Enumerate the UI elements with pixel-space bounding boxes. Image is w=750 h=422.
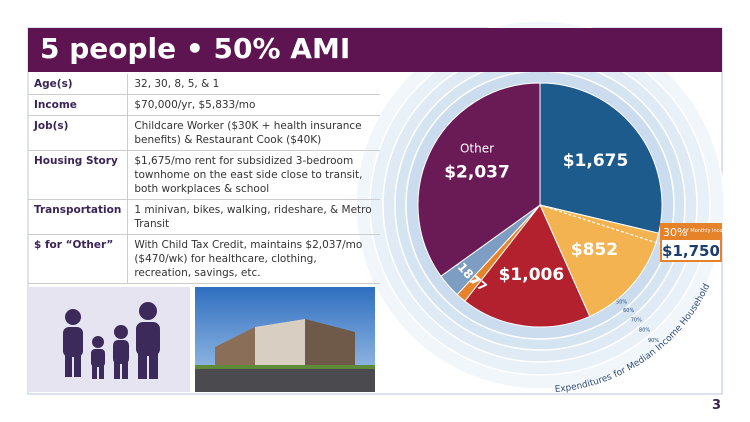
row-label: Job(s) [28,115,129,151]
row-label: Income [28,94,129,116]
callout-label: 30% [663,226,687,239]
table-row: $ for “Other” With Child Tax Credit, main… [28,234,380,284]
slice-label: $2,037 [444,163,510,183]
slice-name: Other [460,142,494,156]
ring-label: 90% [648,338,659,344]
table-row: Transportation 1 minivan, bikes, walking,… [28,199,380,235]
title: 5 people • 50% AMI [40,32,351,65]
pie-slice [539,82,663,234]
pie-slice [464,204,591,328]
row-label: Age(s) [28,74,129,95]
table: Age(s) 32, 30, 8, 5, & 1 Income $70,000/yr,… [28,74,380,284]
row-label: Housing Story [28,150,129,200]
slice-label: $1,675 [563,151,629,171]
slice-label: $1,006 [499,265,565,285]
row-value: 1 minivan, bikes, walking, rideshare, & … [127,199,380,235]
photo [195,287,375,392]
header: 5 people • 50% AMI [28,28,722,72]
callout-value: $1,750 [662,242,720,260]
row-value: With Child Tax Credit, maintains $2,037/… [127,234,380,284]
ring-label: 70% [631,317,642,323]
row-value: $1,675/mo rent for subsidized 3-bedroom … [127,150,380,200]
table-row: Income $70,000/yr, $5,833/mo [28,94,380,116]
callout: 30% of Monthly Income $1,750 [660,223,730,262]
row-value: 32, 30, 8, 5, & 1 [127,74,380,95]
row-value: Childcare Worker ($30K + health insuranc… [127,115,380,151]
row-label: Transportation [28,199,129,235]
callout-text: of Monthly Income [684,228,730,234]
page-number: 3 [712,398,722,413]
ring-label: 80% [639,327,650,333]
slice-label: $852 [571,240,618,260]
pie-slice [539,204,660,318]
table-row: Age(s) 32, 30, 8, 5, & 1 [28,74,380,95]
row-label: $ for “Other” [28,234,129,284]
table-row: Housing Story $1,675/mo rent for subsidiz… [28,150,380,200]
ring-label: 60% [623,308,634,314]
pie-slice [417,82,541,277]
table-row: Job(s) Childcare Worker ($30K + health in… [28,115,380,151]
family-icon [28,287,190,392]
ring-label: 50% [616,300,627,306]
row-value: $70,000/yr, $5,833/mo [127,94,380,116]
callout-line [539,204,717,263]
